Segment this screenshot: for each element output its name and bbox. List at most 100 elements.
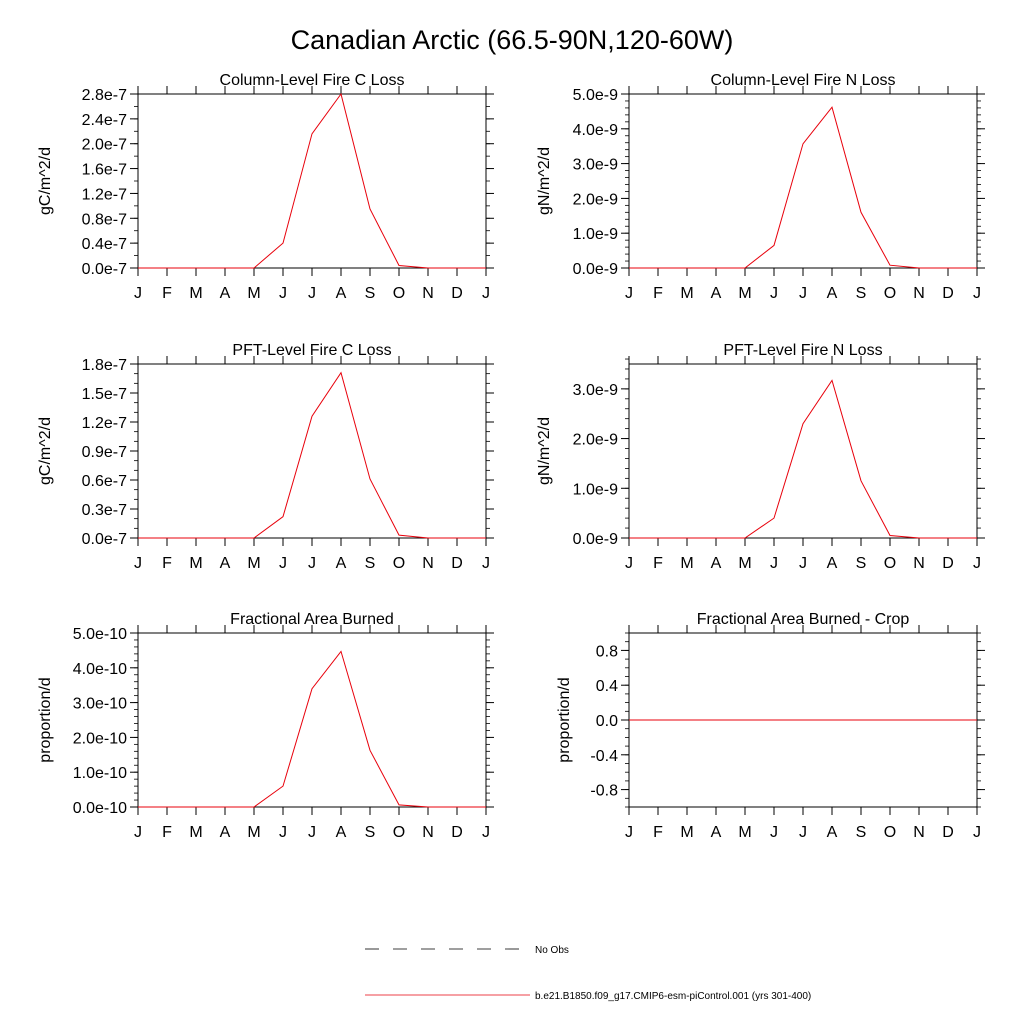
x-tick-label: M bbox=[680, 285, 693, 302]
x-tick-label: M bbox=[738, 285, 751, 302]
plot-frame bbox=[628, 93, 978, 269]
y-axis-label: proportion/d bbox=[556, 677, 573, 762]
x-tick-label: J bbox=[279, 555, 287, 572]
x-tick-label: J bbox=[308, 824, 316, 841]
x-tick-label: D bbox=[942, 824, 954, 841]
x-tick-label: F bbox=[162, 285, 172, 302]
x-tick-label: J bbox=[770, 824, 778, 841]
chart-panel-6: Fractional Area Burned - Crop proportion/… bbox=[556, 611, 985, 841]
x-tick-label: O bbox=[884, 824, 896, 841]
x-tick-label: M bbox=[680, 555, 693, 572]
legend: No Obs b.e21.B1850.f09_g17.CMIP6-esm-piC… bbox=[365, 945, 811, 1002]
chart-title: Column-Level Fire C Loss bbox=[220, 72, 405, 89]
series-line bbox=[138, 650, 486, 808]
x-tick-label: M bbox=[738, 824, 751, 841]
x-tick-label: D bbox=[451, 555, 463, 572]
x-tick-label: J bbox=[770, 555, 778, 572]
y-tick-label: 1.5e-7 bbox=[82, 386, 127, 403]
x-tick-label: N bbox=[913, 555, 925, 572]
y-tick-label: 5.0e-9 bbox=[573, 87, 618, 104]
x-tick-label: J bbox=[625, 824, 633, 841]
x-tick-label: M bbox=[189, 555, 202, 572]
series-line bbox=[629, 379, 977, 539]
x-tick-label: A bbox=[220, 285, 231, 302]
y-tick-label: 5.0e-10 bbox=[73, 626, 127, 643]
x-tick-label: J bbox=[799, 555, 807, 572]
y-tick-label: 0.4e-7 bbox=[82, 236, 127, 253]
x-tick-label: J bbox=[770, 285, 778, 302]
figure-title: Canadian Arctic (66.5-90N,120-60W) bbox=[291, 25, 734, 55]
x-tick-label: A bbox=[336, 285, 347, 302]
chart-title: PFT-Level Fire C Loss bbox=[232, 342, 391, 359]
y-tick-label: 1.6e-7 bbox=[82, 162, 127, 179]
y-tick-label: 0.0e-7 bbox=[82, 531, 127, 548]
y-tick-label: 1.0e-9 bbox=[573, 481, 618, 498]
y-tick-label: 0.0e-10 bbox=[73, 800, 127, 817]
x-tick-label: F bbox=[653, 285, 663, 302]
x-tick-label: F bbox=[162, 555, 172, 572]
y-tick-label: 1.2e-7 bbox=[82, 186, 127, 203]
y-tick-label: 0.4 bbox=[596, 678, 618, 695]
y-tick-label: 0.8 bbox=[596, 643, 618, 660]
x-tick-label: J bbox=[799, 824, 807, 841]
y-tick-label: 2.0e-10 bbox=[73, 730, 127, 747]
x-tick-label: O bbox=[884, 555, 896, 572]
x-tick-label: F bbox=[653, 824, 663, 841]
chart-panel-5: Fractional Area Burned proportion/d 0.0e-1… bbox=[37, 611, 494, 841]
x-tick-label: J bbox=[482, 555, 490, 572]
y-tick-label: 0.0e-7 bbox=[82, 261, 127, 278]
x-tick-label: M bbox=[189, 285, 202, 302]
legend-model-label: b.e21.B1850.f09_g17.CMIP6-esm-piControl.… bbox=[535, 991, 811, 1002]
x-tick-label: M bbox=[738, 555, 751, 572]
x-tick-label: A bbox=[220, 824, 231, 841]
x-tick-label: J bbox=[625, 555, 633, 572]
x-tick-label: D bbox=[942, 285, 954, 302]
y-tick-label: 2.0e-9 bbox=[573, 432, 618, 449]
x-tick-label: A bbox=[827, 555, 838, 572]
x-tick-label: O bbox=[393, 824, 405, 841]
y-tick-label: 0.0 bbox=[596, 713, 618, 730]
panels: Column-Level Fire C Loss gC/m^2/d 0.0e-7 0.… bbox=[37, 72, 985, 841]
y-tick-label: 1.2e-7 bbox=[82, 415, 127, 432]
x-tick-label: M bbox=[247, 824, 260, 841]
x-tick-label: J bbox=[973, 555, 981, 572]
y-tick-label: 0.8e-7 bbox=[82, 211, 127, 228]
x-tick-label: F bbox=[162, 824, 172, 841]
chart-title: PFT-Level Fire N Loss bbox=[723, 342, 882, 359]
x-tick-label: J bbox=[279, 824, 287, 841]
x-tick-label: N bbox=[422, 555, 434, 572]
x-tick-label: J bbox=[482, 285, 490, 302]
x-tick-label: J bbox=[973, 824, 981, 841]
plot-frame bbox=[137, 363, 487, 539]
x-tick-label: J bbox=[482, 824, 490, 841]
series-line bbox=[629, 106, 977, 269]
x-tick-label: S bbox=[856, 285, 867, 302]
x-tick-label: J bbox=[134, 824, 142, 841]
plot-frame bbox=[137, 632, 487, 808]
x-tick-label: M bbox=[247, 555, 260, 572]
y-tick-label: 1.0e-9 bbox=[573, 226, 618, 243]
x-tick-label: J bbox=[279, 285, 287, 302]
series-line bbox=[138, 371, 486, 539]
x-tick-label: J bbox=[799, 285, 807, 302]
x-tick-label: A bbox=[711, 555, 722, 572]
legend-obs-label: No Obs bbox=[535, 945, 569, 956]
x-tick-label: J bbox=[308, 555, 316, 572]
chart-title: Fractional Area Burned bbox=[230, 611, 394, 628]
x-tick-label: S bbox=[856, 824, 867, 841]
x-tick-label: M bbox=[247, 285, 260, 302]
x-tick-label: A bbox=[827, 285, 838, 302]
x-tick-label: A bbox=[711, 824, 722, 841]
y-tick-label: 0.9e-7 bbox=[82, 444, 127, 461]
plot-frame bbox=[137, 93, 487, 269]
x-tick-label: J bbox=[134, 285, 142, 302]
x-tick-label: D bbox=[451, 285, 463, 302]
y-tick-label: 2.4e-7 bbox=[82, 112, 127, 129]
y-tick-label: 0.3e-7 bbox=[82, 502, 127, 519]
x-tick-label: O bbox=[884, 285, 896, 302]
y-tick-label: 3.0e-9 bbox=[573, 382, 618, 399]
x-tick-label: A bbox=[827, 824, 838, 841]
x-tick-label: J bbox=[308, 285, 316, 302]
plot-frame bbox=[628, 363, 978, 539]
x-tick-label: A bbox=[220, 555, 231, 572]
